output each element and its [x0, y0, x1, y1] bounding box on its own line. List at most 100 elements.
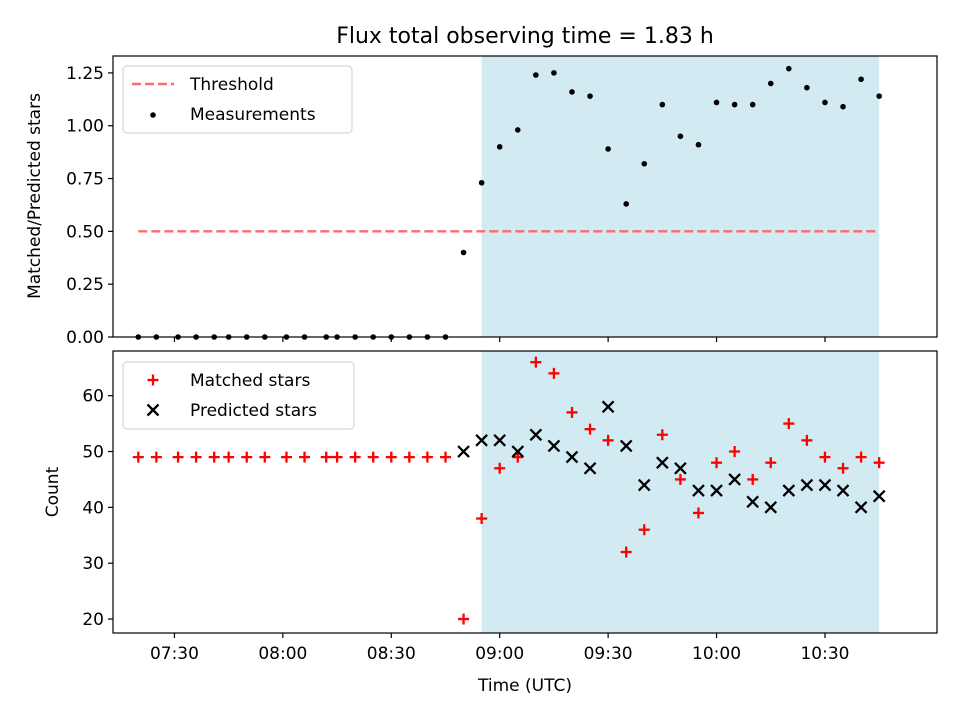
matched-star-point	[439, 451, 451, 463]
measurement-point	[334, 334, 340, 340]
predicted-star-point	[656, 456, 669, 469]
measurement-point	[804, 84, 810, 91]
measurement-point	[388, 334, 395, 340]
top-legend: Threshold Measurements	[122, 65, 353, 134]
measurement-point	[731, 101, 738, 108]
measurement-point	[623, 201, 629, 207]
measurement-point	[323, 334, 330, 340]
measurement-point	[767, 80, 774, 87]
matched-star-point	[584, 423, 596, 435]
predicted-star-point	[728, 473, 741, 486]
matched-star-point	[656, 429, 668, 441]
x-tick-label: 08:00	[258, 644, 307, 664]
measurement-point	[641, 160, 648, 167]
measurement-point	[822, 99, 828, 106]
top-y-tick-label: 0.50	[66, 222, 104, 242]
top-y-tick-label: 0.00	[66, 328, 104, 348]
bottom-legend-box	[122, 361, 355, 430]
measurement-point	[175, 334, 181, 340]
measurement-point	[587, 93, 593, 99]
predicted-star-point	[619, 439, 633, 453]
top-y-tick-label: 1.25	[66, 64, 104, 84]
measurement-point	[370, 334, 377, 340]
measurement-point	[533, 72, 539, 78]
measurement-point	[478, 179, 485, 186]
measurement-point	[211, 334, 217, 340]
measurement-point	[406, 334, 413, 340]
top-y-axis-label: Matched/Predicted stars	[25, 93, 45, 299]
measurement-point	[695, 141, 702, 148]
predicted-stars-legend-marker	[146, 403, 160, 417]
matched-stars-legend-label: Matched stars	[190, 371, 310, 391]
matched-star-point	[783, 418, 795, 430]
measurements-legend-marker	[150, 112, 156, 118]
x-tick-label: 09:00	[475, 644, 524, 664]
matched-star-point	[259, 451, 271, 463]
bottom-y-axis-label: Count	[43, 466, 63, 517]
matched-star-point	[349, 451, 361, 463]
measurement-point	[749, 101, 756, 108]
measurements-legend-label: Measurements	[190, 105, 316, 125]
chart-title: Flux total observing time = 1.83 h	[336, 24, 714, 49]
matched-star-point	[190, 451, 202, 463]
matched-star-point	[729, 446, 741, 458]
measurement-point	[442, 334, 449, 340]
matched-star-point	[765, 457, 777, 469]
matched-star-point	[299, 451, 311, 463]
bottom-y-tick-label: 40	[82, 498, 104, 518]
measurement-point	[858, 76, 864, 83]
top-y-tick-label: 0.75	[66, 170, 104, 190]
predicted-star-point	[818, 478, 832, 492]
matched-star-point	[172, 451, 184, 463]
x-tick-label: 09:30	[584, 644, 633, 664]
measurement-point	[514, 127, 521, 133]
matched-star-point	[331, 451, 343, 463]
matched-star-point	[855, 451, 867, 463]
predicted-star-point	[601, 400, 615, 414]
x-tick-label: 10:00	[692, 644, 741, 664]
matched-star-point	[403, 451, 415, 463]
measurement-point	[301, 334, 308, 340]
threshold-legend-label: Threshold	[189, 75, 274, 95]
measurement-point	[659, 101, 666, 108]
measurement-point	[569, 89, 575, 95]
predicted-star-point	[565, 450, 579, 464]
top-panel: 0.00 0.25 0.50 0.75 1.00 1.25	[66, 55, 938, 348]
matched-stars-legend-plus	[147, 374, 159, 386]
predicted-star-point	[692, 484, 705, 497]
predicted-star-point	[746, 495, 759, 509]
predicted-star-point	[710, 484, 723, 497]
predicted-star-point	[800, 478, 814, 492]
measurement-point	[135, 334, 142, 340]
bottom-y-tick-label: 30	[82, 554, 104, 574]
matched-star-point	[548, 367, 560, 379]
measurement-point	[352, 334, 358, 340]
matched-star-point	[421, 451, 433, 463]
measurement-point	[605, 146, 611, 152]
top-axes-frame	[112, 55, 938, 338]
measurement-point	[193, 334, 199, 340]
matched-star-point	[638, 524, 650, 536]
x-axis-label: Time (UTC)	[477, 676, 572, 696]
matched-star-point	[385, 451, 397, 463]
bottom-legend: Matched stars Predicted stars	[122, 361, 355, 430]
matched-star-point	[620, 546, 632, 558]
measurement-point	[243, 334, 250, 340]
top-y-tick-label: 0.25	[66, 275, 104, 295]
matched-star-point	[837, 462, 849, 474]
bottom-y-tick-label: 60	[82, 387, 104, 407]
matched-star-point	[132, 451, 144, 463]
predicted-star-point	[872, 489, 886, 503]
x-tick-label: 07:30	[150, 644, 199, 664]
measurement-point	[713, 99, 720, 106]
matched-star-point	[476, 513, 488, 525]
predicted-stars-legend-label: Predicted stars	[190, 401, 317, 421]
matched-star-point	[873, 457, 885, 469]
bottom-panel: 20 30 40 50 60 07:30 08:00 08:30 09:00 09:30 10:00…	[82, 350, 938, 664]
measurement-point	[261, 334, 268, 340]
measurement-point	[460, 249, 467, 256]
predicted-star-point	[511, 445, 525, 458]
bottom-axes-frame	[112, 350, 938, 634]
matched-star-point	[458, 613, 470, 625]
